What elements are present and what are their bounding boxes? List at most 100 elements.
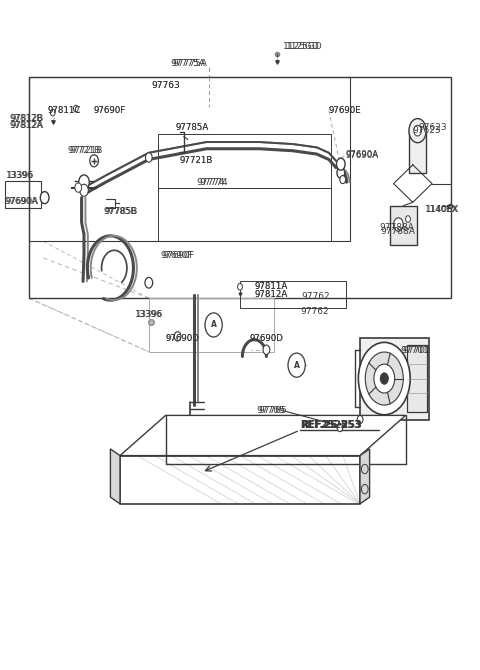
Text: 97762: 97762 <box>300 307 329 316</box>
Text: 1140EX: 1140EX <box>425 204 458 214</box>
Text: 97690D: 97690D <box>166 334 200 343</box>
Circle shape <box>263 345 270 354</box>
Text: 97774: 97774 <box>199 178 228 187</box>
Bar <box>360 338 429 419</box>
Circle shape <box>145 153 152 162</box>
Text: 97623: 97623 <box>413 126 442 135</box>
Text: 1125GD: 1125GD <box>283 42 320 52</box>
Bar <box>149 298 274 352</box>
Text: 97775A: 97775A <box>173 59 208 68</box>
Circle shape <box>409 119 426 143</box>
Text: 97690D: 97690D <box>250 334 284 343</box>
Bar <box>158 134 331 188</box>
Text: 97705: 97705 <box>258 405 287 415</box>
Circle shape <box>238 283 242 290</box>
Text: 97690F: 97690F <box>162 251 194 261</box>
Bar <box>5 181 41 208</box>
Text: 97690A: 97690A <box>346 151 379 160</box>
Circle shape <box>361 484 368 494</box>
Circle shape <box>394 218 403 231</box>
Text: 97701: 97701 <box>402 346 431 355</box>
Text: 13396: 13396 <box>6 171 33 180</box>
Text: 97623: 97623 <box>419 123 447 132</box>
Circle shape <box>90 155 98 167</box>
Circle shape <box>374 364 395 393</box>
Circle shape <box>288 353 305 377</box>
Text: 97721B: 97721B <box>67 146 101 155</box>
Text: 97785A: 97785A <box>175 123 208 132</box>
Circle shape <box>336 158 345 170</box>
Text: 97812A: 97812A <box>254 290 288 299</box>
Circle shape <box>50 109 55 116</box>
Polygon shape <box>110 449 120 504</box>
Text: 97775A: 97775A <box>170 59 205 68</box>
Circle shape <box>414 125 421 136</box>
Text: 97721B: 97721B <box>180 156 214 165</box>
Text: REF.25-253: REF.25-253 <box>301 421 362 430</box>
Text: 97763: 97763 <box>151 80 180 90</box>
Text: 97721B: 97721B <box>70 146 103 155</box>
Bar <box>29 77 451 298</box>
Polygon shape <box>360 449 370 504</box>
Circle shape <box>359 342 410 415</box>
Text: 97811C: 97811C <box>48 106 82 115</box>
Text: REF2525: REF2525 <box>300 421 348 430</box>
Circle shape <box>337 423 343 431</box>
Circle shape <box>406 216 410 222</box>
Text: 97690F: 97690F <box>161 251 193 261</box>
Text: 97690E: 97690E <box>329 106 361 115</box>
Text: 13396: 13396 <box>135 310 163 320</box>
Circle shape <box>205 313 222 337</box>
Circle shape <box>361 464 368 474</box>
Circle shape <box>80 184 88 196</box>
Text: 97690D: 97690D <box>166 334 200 343</box>
Text: 97763: 97763 <box>151 80 180 90</box>
Circle shape <box>380 373 388 385</box>
Text: 97690F: 97690F <box>94 106 126 115</box>
Bar <box>409 131 426 173</box>
Circle shape <box>40 192 49 204</box>
Text: 13396: 13396 <box>134 310 162 320</box>
Text: 97785B: 97785B <box>105 206 138 216</box>
Bar <box>390 206 417 245</box>
Text: 97811A: 97811A <box>254 282 288 291</box>
Text: 97788A: 97788A <box>380 226 415 236</box>
Circle shape <box>73 105 78 112</box>
Text: 1125GD: 1125GD <box>286 42 323 52</box>
Text: 97762: 97762 <box>301 291 330 301</box>
Bar <box>29 77 350 241</box>
Text: 97690A: 97690A <box>5 196 38 206</box>
Circle shape <box>174 332 181 341</box>
Circle shape <box>79 175 89 190</box>
Text: 97690A: 97690A <box>346 149 379 159</box>
Text: 97785B: 97785B <box>103 206 137 216</box>
Circle shape <box>145 277 153 288</box>
Text: 97690F: 97690F <box>94 106 126 115</box>
Text: 97690E: 97690E <box>329 106 361 115</box>
Text: 97701: 97701 <box>401 346 430 355</box>
Text: 97812B: 97812B <box>11 114 44 123</box>
Circle shape <box>357 415 363 423</box>
Text: 97705: 97705 <box>257 405 286 415</box>
Bar <box>240 281 346 308</box>
Text: 97785A: 97785A <box>175 123 208 132</box>
Circle shape <box>340 176 346 184</box>
Text: 97812A: 97812A <box>11 121 44 131</box>
Text: REF.25-253: REF.25-253 <box>300 421 361 430</box>
Bar <box>407 345 428 412</box>
Text: 1140EX: 1140EX <box>424 204 458 214</box>
Text: 13396: 13396 <box>5 171 32 180</box>
Text: 97811C: 97811C <box>48 106 82 115</box>
Text: 97811A: 97811A <box>254 282 288 291</box>
Text: 97812A: 97812A <box>10 121 43 131</box>
Text: 97788A: 97788A <box>379 223 414 232</box>
Text: 97690D: 97690D <box>250 334 284 343</box>
Text: 97721B: 97721B <box>180 156 214 165</box>
Bar <box>158 188 331 241</box>
Circle shape <box>365 352 403 405</box>
Text: A: A <box>211 320 216 330</box>
Circle shape <box>75 183 82 192</box>
Polygon shape <box>120 415 406 456</box>
Text: A: A <box>294 360 300 370</box>
Text: 97690A: 97690A <box>6 196 39 206</box>
